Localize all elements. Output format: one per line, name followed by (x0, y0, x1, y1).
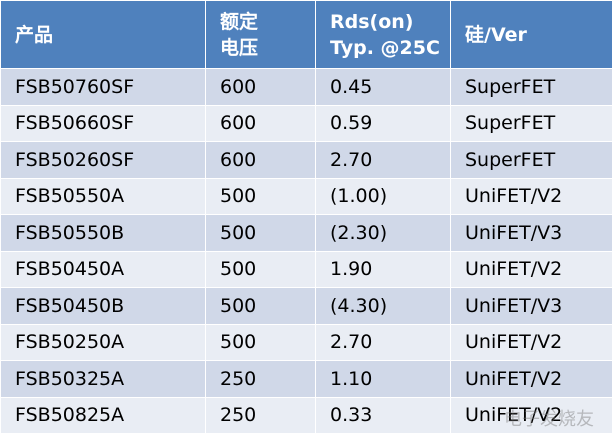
table-row: FSB50550A 500 (1.00) UniFET/V2 (0, 177, 612, 215)
header-cell: 额定 电压 (205, 0, 316, 69)
table-cell: UniFET/V3 (450, 287, 612, 325)
table-cell: 500 (205, 323, 316, 361)
table-cell: 1.10 (315, 360, 451, 398)
table-cell: 500 (205, 177, 316, 215)
table-cell: (4.30) (315, 287, 451, 325)
table-cell: FSB50760SF (0, 68, 206, 106)
table-row: FSB50450B 500 (4.30) UniFET/V3 (0, 287, 612, 325)
table-cell: 0.59 (315, 104, 451, 142)
watermark: 电子发烧友 (504, 409, 594, 430)
table-row: FSB50825A 250 0.33 UniFET/V2 (0, 396, 612, 434)
table-cell: 2.70 (315, 323, 451, 361)
header-cell: 产品 (0, 0, 206, 69)
table-cell: 0.45 (315, 68, 451, 106)
table-cell: UniFET/V2 (450, 360, 612, 398)
table-cell: 1.90 (315, 250, 451, 288)
table-cell: 500 (205, 214, 316, 252)
table-row: FSB50250A 500 2.70 UniFET/V2 (0, 323, 612, 361)
table-cell: FSB50450A (0, 250, 206, 288)
table-row: FSB50550B 500 (2.30) UniFET/V3 (0, 214, 612, 252)
table-row: FSB50660SF 600 0.59 SuperFET (0, 104, 612, 142)
table-row: FSB50260SF 600 2.70 SuperFET (0, 141, 612, 179)
header-line: 额定 (220, 10, 259, 33)
table-cell: SuperFET (450, 68, 612, 106)
table-cell: FSB50325A (0, 360, 206, 398)
table-cell: FSB50550B (0, 214, 206, 252)
table-row: FSB50450A 500 1.90 UniFET/V2 (0, 250, 612, 288)
header-cell: 硅/Ver (450, 0, 612, 69)
spec-table: 产品 额定 电压 Rds(on) Typ. @25C 硅/Ver FSB50760SF 60… (0, 0, 612, 434)
table-cell: 2.70 (315, 141, 451, 179)
table-row: FSB50760SF 600 0.45 SuperFET (0, 68, 612, 106)
header-line: 产品 (15, 23, 54, 46)
table-cell: 250 (205, 360, 316, 398)
table-cell: FSB50450B (0, 287, 206, 325)
table-cell: 0.33 (315, 396, 451, 434)
table-cell: 600 (205, 68, 316, 106)
table-cell: UniFET/V2 (450, 177, 612, 215)
table-cell: FSB50550A (0, 177, 206, 215)
table-cell: 500 (205, 250, 316, 288)
table-cell: UniFET/V2 (450, 250, 612, 288)
table-cell: (2.30) (315, 214, 451, 252)
table-cell: UniFET/V2 (450, 396, 612, 434)
table-cell: FSB50825A (0, 396, 206, 434)
table-cell: 250 (205, 396, 316, 434)
header-cell: Rds(on) Typ. @25C (315, 0, 451, 69)
table-cell: SuperFET (450, 104, 612, 142)
header-line: 电压 (220, 36, 259, 59)
table-cell: (1.00) (315, 177, 451, 215)
header-row: 产品 额定电压 Rds(on) Typ. @25C 硅/Ver (0, 0, 612, 69)
header-line: 硅/Ver (465, 23, 527, 46)
table-body: FSB50760SF 600 0.45 SuperFET FSB50660SF 600 0.… (0, 68, 612, 434)
table-cell: 600 (205, 104, 316, 142)
table-cell: FSB50260SF (0, 141, 206, 179)
table-cell: UniFET/V3 (450, 214, 612, 252)
table-cell: FSB50660SF (0, 104, 206, 142)
table-row: FSB50325A 250 1.10 UniFET/V2 (0, 360, 612, 398)
table-cell: FSB50250A (0, 323, 206, 361)
header-line: Rds(on) (330, 10, 414, 33)
table-cell: UniFET/V2 (450, 323, 612, 361)
table-cell: 500 (205, 287, 316, 325)
table-cell: 600 (205, 141, 316, 179)
header-line: Typ. @25C (330, 36, 440, 59)
table-cell: SuperFET (450, 141, 612, 179)
